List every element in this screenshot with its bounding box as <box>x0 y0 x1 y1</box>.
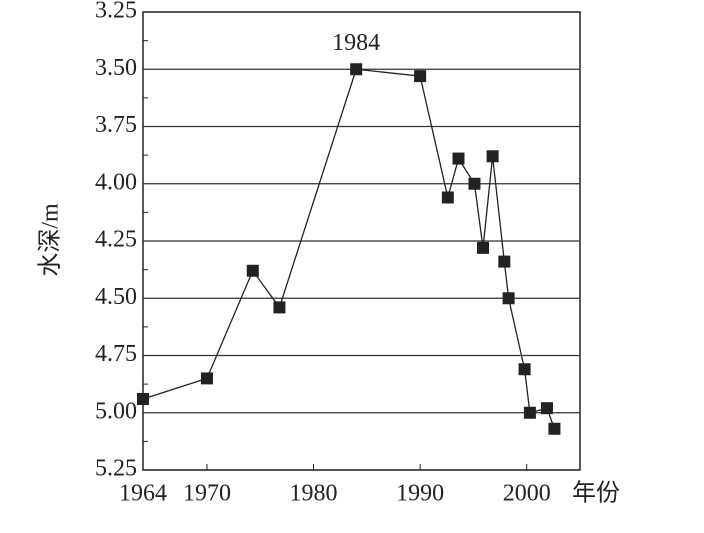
data-point <box>441 191 454 204</box>
data-point <box>414 70 427 83</box>
y-tick-label: 3.25 <box>95 0 137 24</box>
data-point <box>137 393 149 406</box>
x-tick-label: 1980 <box>290 481 338 507</box>
data-point <box>502 292 515 305</box>
data-point <box>350 63 363 76</box>
x-tick-label: 2000 <box>503 481 551 507</box>
data-point <box>486 150 499 163</box>
x-tick-label: 1990 <box>396 481 444 507</box>
data-point <box>468 177 481 190</box>
x-tick-label: 1964 <box>119 481 167 507</box>
data-point <box>498 255 511 268</box>
x-tick-label: 1970 <box>183 481 231 507</box>
data-point <box>200 372 213 385</box>
data-point <box>523 406 536 419</box>
data-point <box>273 301 286 314</box>
y-axis-label: 水深/m <box>37 203 64 277</box>
data-point <box>540 402 553 415</box>
data-point <box>518 363 531 376</box>
y-tick-label: 3.75 <box>95 112 137 138</box>
y-tick-label: 4.00 <box>95 169 137 195</box>
data-point <box>246 264 259 277</box>
x-axis-label: 年份 <box>572 480 620 507</box>
y-tick-label: 3.50 <box>95 55 137 81</box>
data-point <box>548 422 561 435</box>
data-point <box>477 241 490 254</box>
y-tick-label: 4.75 <box>95 341 137 367</box>
y-tick-label: 5.00 <box>95 398 137 424</box>
y-tick-label: 4.50 <box>95 284 137 310</box>
data-point <box>452 152 465 165</box>
y-tick-label: 4.25 <box>95 227 137 253</box>
annotation: 1984 <box>332 30 380 56</box>
y-tick-label: 5.25 <box>95 456 137 482</box>
